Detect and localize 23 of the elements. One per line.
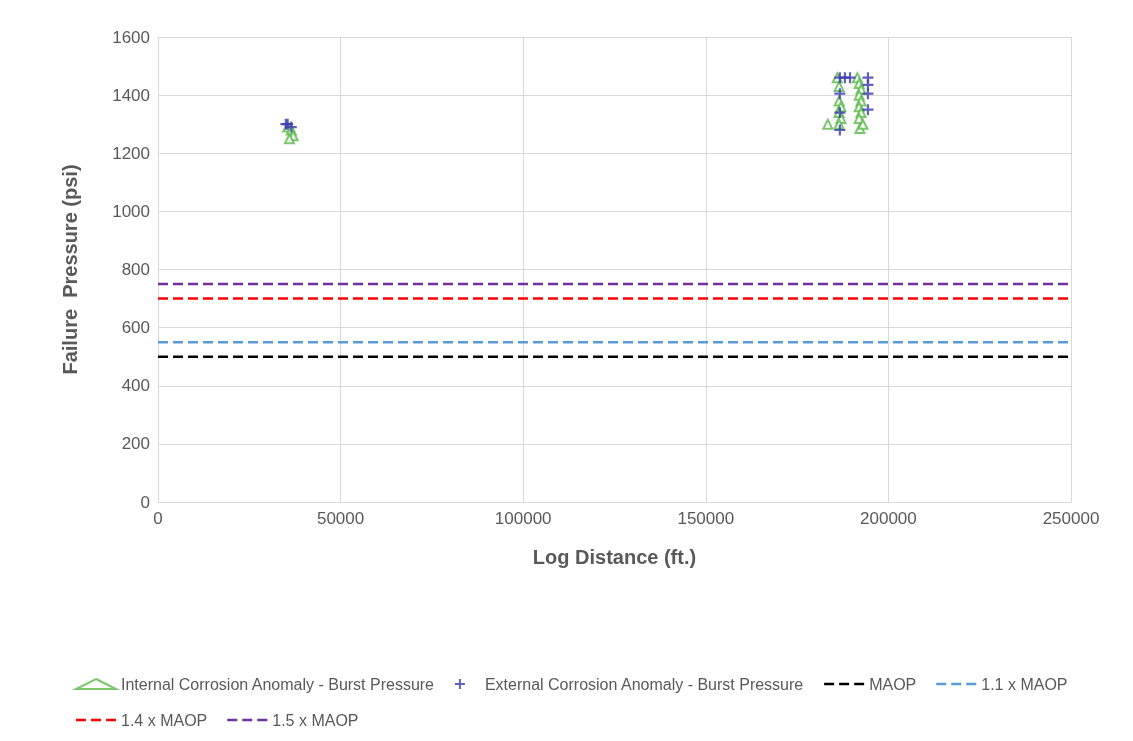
- x-tick-label: 0: [153, 509, 163, 528]
- y-tick-label: 0: [140, 492, 150, 512]
- y-tick-label: 1400: [112, 85, 150, 105]
- y-tick-label: 1000: [112, 201, 150, 221]
- y-tick-label: 1200: [112, 143, 150, 163]
- legend-label: 1.4 x MAOP: [121, 711, 208, 729]
- legend-label: 1.5 x MAOP: [272, 711, 359, 729]
- legend-label: MAOP: [869, 675, 917, 693]
- y-tick-label: 800: [121, 260, 150, 279]
- legend-label: External Corrosion Anomaly - Burst Pressure: [484, 675, 804, 693]
- y-tick-label: 400: [121, 376, 150, 396]
- y-axis-title: Failure Pressure (psi): [59, 164, 81, 375]
- x-tick-label: 250000: [1042, 509, 1100, 528]
- y-tick-label: 600: [121, 318, 150, 338]
- y-tick-label: 200: [121, 434, 150, 454]
- x-axis-title: Log Distance (ft.): [532, 546, 697, 568]
- legend-label: 1.1 x MAOP: [981, 675, 1068, 693]
- x-tick-label: 100000: [494, 509, 552, 528]
- x-tick-label: 200000: [860, 509, 917, 528]
- x-tick-label: 150000: [677, 509, 735, 528]
- x-tick-label: 50000: [316, 509, 365, 528]
- legend-label: Internal Corrosion Anomaly - Burst Pressure: [121, 675, 435, 693]
- y-tick-label: 1600: [112, 27, 150, 47]
